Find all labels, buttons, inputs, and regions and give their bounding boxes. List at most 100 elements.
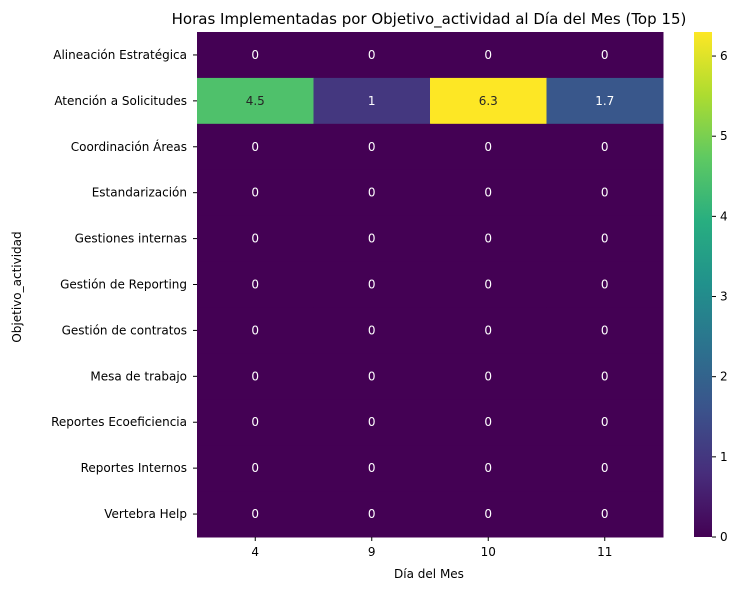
cell-value-label: 0	[601, 186, 609, 200]
heatmap-cell	[313, 307, 431, 354]
colorbar	[694, 32, 712, 537]
heatmap-cell	[313, 215, 431, 263]
y-tick-label: Vertebra Help	[104, 507, 187, 521]
cell-value-label: 0	[251, 48, 259, 62]
heatmap-cell	[430, 215, 547, 263]
heatmap-cell	[430, 261, 547, 308]
cell-value-label: 0	[251, 415, 259, 429]
cell-value-label: 0	[601, 48, 609, 62]
heatmap-cell	[430, 169, 547, 217]
cell-value-label: 0	[368, 507, 376, 521]
heatmap-cell	[546, 123, 664, 171]
cell-value-label: 0	[601, 369, 609, 383]
heatmap-cell	[546, 169, 664, 217]
y-tick-label: Gestión de Reporting	[60, 278, 187, 292]
heatmap-cell	[313, 353, 431, 400]
cell-value-label: 0	[484, 186, 492, 200]
y-tick-label: Gestiones internas	[75, 232, 187, 246]
cell-value-label: 0	[251, 461, 259, 475]
colorbar-tick-label: 5	[720, 129, 728, 143]
heatmap-cells	[197, 32, 664, 538]
y-tick-label: Atención a Solicitudes	[54, 94, 187, 108]
x-axis: 4 9 10 11	[251, 537, 612, 559]
cell-value-label: 0	[368, 278, 376, 292]
heatmap-cell	[430, 32, 547, 79]
heatmap-cell	[546, 353, 664, 400]
cell-value-label: 0	[484, 48, 492, 62]
heatmap-cell	[197, 307, 314, 354]
cell-value-label: 0	[601, 323, 609, 337]
heatmap-cell	[197, 123, 314, 171]
cell-value-label: 0	[601, 461, 609, 475]
heatmap-cell	[197, 32, 314, 79]
x-tick-label: 9	[368, 545, 376, 559]
y-tick-label: Coordinación Áreas	[71, 139, 187, 154]
y-tick-label: Mesa de trabajo	[90, 369, 187, 383]
cell-value-label: 0	[368, 186, 376, 200]
cell-value-label: 0	[251, 323, 259, 337]
cell-value-label: 1.7	[595, 94, 614, 108]
y-tick-label: Alineación Estratégica	[53, 48, 187, 62]
cell-value-label: 0	[601, 507, 609, 521]
colorbar-tick-label: 0	[720, 530, 728, 544]
cell-value-label: 0	[368, 461, 376, 475]
heatmap-cell	[313, 32, 431, 79]
heatmap-cell	[197, 77, 314, 125]
heatmap-cell	[197, 445, 314, 492]
cell-value-label: 0	[368, 232, 376, 246]
cell-value-label: 0	[484, 140, 492, 154]
x-tick-label: 10	[481, 545, 496, 559]
colorbar-tick-label: 6	[720, 49, 728, 63]
cell-value-label: 6.3	[479, 94, 498, 108]
y-tick-label: Estandarización	[92, 186, 187, 200]
heatmap-cell	[430, 77, 547, 125]
cell-value-label: 0	[251, 140, 259, 154]
cell-value-label: 0	[484, 415, 492, 429]
cell-value-label: 0	[251, 507, 259, 521]
heatmap-cell	[197, 261, 314, 308]
cell-value-label: 0	[601, 232, 609, 246]
heatmap-cell	[430, 123, 547, 171]
colorbar-tick-label: 4	[720, 209, 728, 223]
cell-value-label: 0	[484, 232, 492, 246]
heatmap-cell	[546, 399, 664, 446]
cell-value-label: 0	[368, 415, 376, 429]
heatmap-cell	[430, 399, 547, 446]
colorbar-tick-label: 2	[720, 370, 728, 384]
cell-value-label: 4.5	[246, 94, 265, 108]
heatmap-cell	[313, 123, 431, 171]
heatmap-cell	[546, 445, 664, 492]
heatmap-cell	[430, 445, 547, 492]
x-axis-label: Día del Mes	[394, 567, 464, 581]
heatmap-cell	[313, 169, 431, 217]
y-tick-label: Gestión de contratos	[62, 323, 187, 337]
heatmap-cell	[546, 77, 664, 125]
chart-title: Horas Implementadas por Objetivo_activid…	[172, 10, 687, 29]
x-tick-label: 4	[251, 545, 259, 559]
x-tick-label: 11	[597, 545, 612, 559]
cell-value-labels: 0 0 0 0 4.5 1 6.3 1.7 0 0 0 0 0 0 0 0 0 0 0 0 0 0 0 0 0 0 0 0 0 0 0 0 0 0…	[246, 48, 615, 521]
cell-value-label: 0	[484, 461, 492, 475]
cell-value-label: 0	[484, 278, 492, 292]
heatmap-cell	[197, 169, 314, 217]
heatmap-cell	[313, 491, 431, 538]
heatmap-cell	[197, 353, 314, 400]
cell-value-label: 0	[601, 278, 609, 292]
heatmap-cell	[546, 215, 664, 263]
heatmap-cell	[313, 445, 431, 492]
cell-value-label: 0	[251, 369, 259, 383]
heatmap-cell	[430, 353, 547, 400]
heatmap-cell	[197, 399, 314, 446]
heatmap-cell	[313, 399, 431, 446]
heatmap-cell	[546, 307, 664, 354]
cell-value-label: 0	[601, 415, 609, 429]
heatmap-cell	[197, 215, 314, 263]
y-tick-label: Reportes Ecoeficiencia	[51, 415, 187, 429]
cell-value-label: 0	[251, 232, 259, 246]
cell-value-label: 0	[251, 278, 259, 292]
y-tick-label: Reportes Internos	[81, 461, 187, 475]
y-axis: Alineación Estratégica Atención a Solicit…	[51, 48, 197, 521]
heatmap-cell	[313, 261, 431, 308]
cell-value-label: 0	[484, 507, 492, 521]
